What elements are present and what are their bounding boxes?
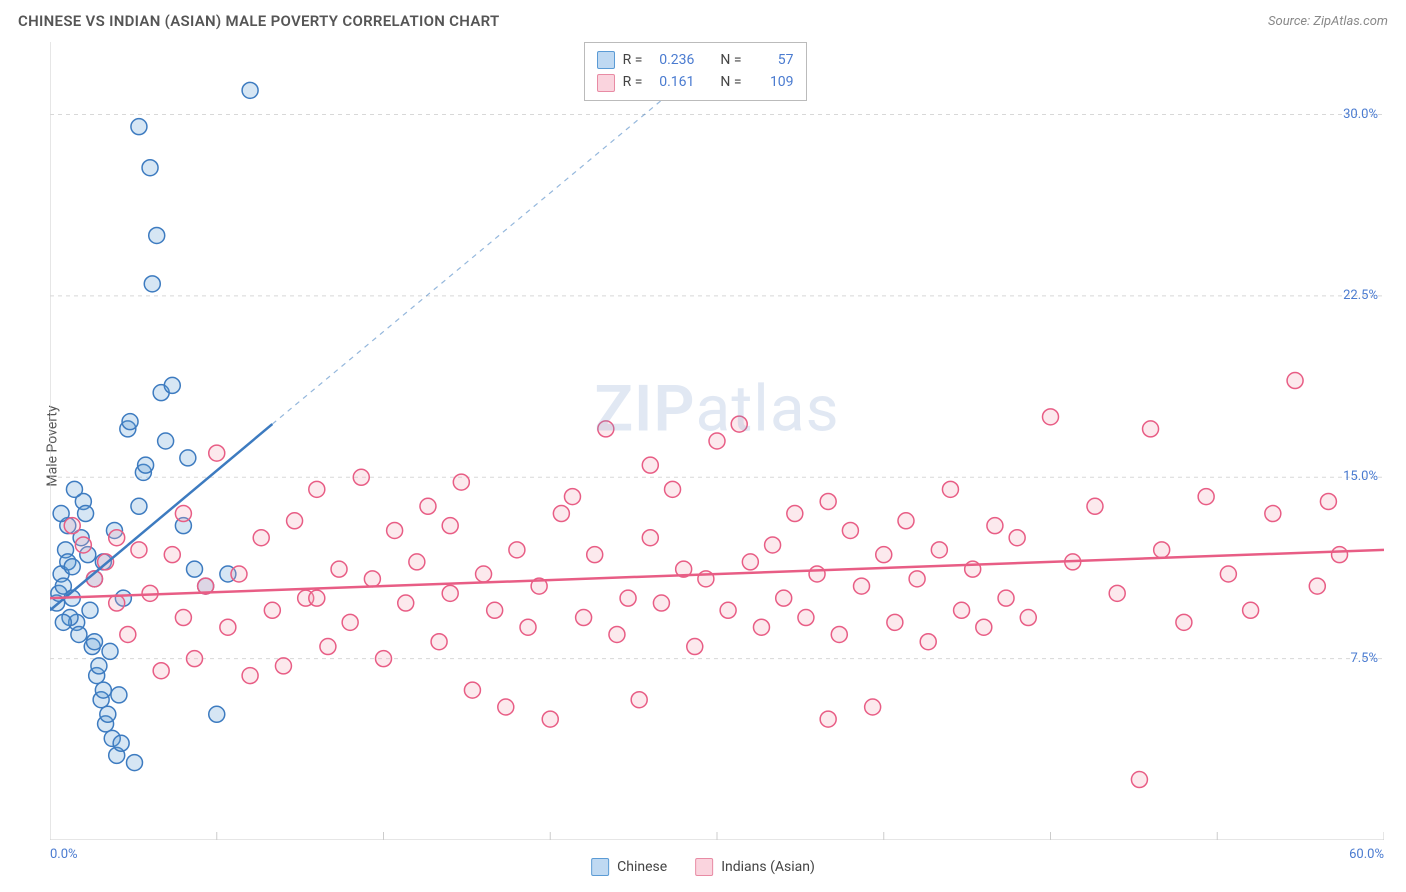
stats-r-value: 0.161 <box>650 71 694 93</box>
stats-r-value: 0.236 <box>650 49 694 71</box>
stats-n-label: N = <box>720 49 741 71</box>
stats-n-label: N = <box>720 71 741 93</box>
legend-swatch-indian <box>695 858 713 876</box>
chart-header: CHINESE VS INDIAN (ASIAN) MALE POVERTY C… <box>18 12 1388 30</box>
stats-r-label: R = <box>623 49 643 71</box>
y-tick-label: 22.5% <box>1343 288 1378 303</box>
y-tick-label: 15.0% <box>1343 469 1378 484</box>
stats-n-value: 109 <box>750 71 794 93</box>
stats-row: R = 0.236 N = 57 <box>597 49 794 71</box>
stats-swatch-indian <box>597 74 615 92</box>
chart-plot-area: ZIPatlas R = 0.236 N = 57 R = 0.161 N = … <box>50 42 1384 840</box>
stats-row: R = 0.161 N = 109 <box>597 71 794 93</box>
legend-label: Indians (Asian) <box>721 859 815 875</box>
legend-label: Chinese <box>617 859 667 875</box>
legend-item-indian: Indians (Asian) <box>695 858 815 876</box>
stats-n-value: 57 <box>750 49 794 71</box>
scatter-chart-svg <box>50 42 1384 840</box>
legend: Chinese Indians (Asian) <box>591 858 815 876</box>
x-axis-max-label: 60.0% <box>1349 847 1384 862</box>
y-tick-label: 7.5% <box>1350 651 1378 666</box>
correlation-stats-box: R = 0.236 N = 57 R = 0.161 N = 109 <box>584 42 807 101</box>
legend-swatch-chinese <box>591 858 609 876</box>
stats-r-label: R = <box>623 71 643 93</box>
x-axis-min-label: 0.0% <box>50 847 78 862</box>
legend-item-chinese: Chinese <box>591 858 667 876</box>
source-attribution: Source: ZipAtlas.com <box>1268 14 1388 29</box>
chart-title: CHINESE VS INDIAN (ASIAN) MALE POVERTY C… <box>18 12 500 30</box>
stats-swatch-chinese <box>597 51 615 69</box>
y-tick-label: 30.0% <box>1343 107 1378 122</box>
